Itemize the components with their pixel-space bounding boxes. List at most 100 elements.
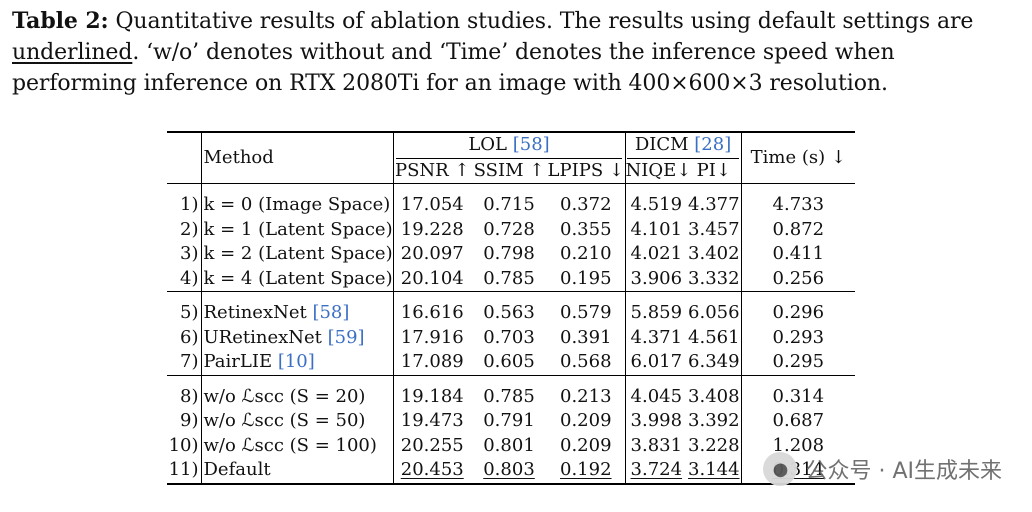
- header-ssim: SSIM ↑: [473, 159, 545, 181]
- cell-time: 0.256: [741, 267, 855, 292]
- value-niqe: 3.831: [630, 434, 683, 456]
- value-time: 0.296: [772, 302, 825, 323]
- value-ssim: 0.803: [483, 459, 535, 480]
- value-ssim: 0.715: [483, 194, 535, 215]
- row-method: Default: [201, 458, 394, 484]
- value-ssim: 0.801: [483, 434, 535, 456]
- cell-ssim: 0.803: [471, 458, 547, 484]
- value-ssim: 0.785: [483, 267, 535, 289]
- value-niqe: 3.998: [630, 410, 683, 431]
- cell-pi: 3.332: [687, 266, 742, 292]
- value-psnr: 16.616: [400, 302, 464, 323]
- cell-psnr: 17.916: [393, 326, 471, 351]
- cell-ssim: 0.728: [471, 218, 547, 243]
- cell-ssim: 0.605: [471, 350, 547, 375]
- cell-lpips: 0.213: [547, 384, 626, 409]
- value-niqe: 4.519: [630, 194, 683, 215]
- row-index: 9): [167, 409, 202, 434]
- cell-lpips: 0.355: [547, 217, 626, 242]
- caption-underlined-word: underlined: [12, 40, 133, 65]
- table-row: 9) w/o ℒscc (S = 50) 19.473 0.791 0.209 3.998…: [167, 409, 855, 434]
- cell-niqe: 5.859: [625, 301, 687, 326]
- value-psnr: 20.255: [400, 434, 464, 456]
- cell-lpips: 0.391: [547, 325, 626, 350]
- watermark: ● 公众号 · AI生成未来: [763, 452, 1002, 486]
- row-index: 11): [167, 458, 202, 484]
- method-label: k = 4 (Latent Space): [203, 267, 393, 289]
- group-separator: [167, 291, 856, 301]
- method-label: k = 1 (Latent Space): [203, 218, 393, 240]
- header-pi: PI↓: [687, 158, 742, 184]
- row-index: 7): [167, 350, 202, 375]
- method-label: w/o ℒscc (S = 50): [203, 410, 366, 431]
- cell-pi: 3.402: [687, 242, 742, 267]
- cell-psnr: 19.184: [393, 385, 471, 410]
- value-time: 0.314: [772, 385, 825, 407]
- cell-niqe: 3.724: [625, 458, 687, 484]
- value-pi: 6.056: [688, 302, 740, 323]
- cell-time: 1.208: [741, 434, 855, 459]
- table-row: 1) k = 0 (Image Space) 17.054 0.715 0.372 4.5…: [167, 193, 855, 218]
- value-pi: 3.457: [688, 218, 740, 240]
- cell-lpips: 0.372: [547, 193, 626, 218]
- value-time: 0.411: [772, 243, 825, 264]
- method-label: k = 0 (Image Space): [203, 194, 391, 215]
- table-row: 2) k = 1 (Latent Space) 19.228 0.728 0.355 4.…: [167, 217, 855, 243]
- cell-time: 0.687: [741, 409, 855, 434]
- value-time: 0.293: [772, 326, 825, 348]
- value-lpips: 0.192: [560, 459, 612, 480]
- value-psnr: 19.184: [400, 385, 464, 407]
- cell-lpips: 0.210: [547, 242, 626, 267]
- header-dicm: DICM [28]: [625, 132, 742, 159]
- row-method: w/o ℒscc (S = 100): [201, 433, 394, 458]
- cell-time: 4.733: [741, 193, 855, 218]
- row-index: 3): [167, 242, 202, 267]
- cell-time: 0.293: [741, 326, 855, 351]
- cell-ssim: 0.801: [471, 434, 547, 459]
- cell-lpips: 0.568: [547, 350, 626, 375]
- header-lol-cite: [58]: [512, 134, 550, 155]
- row-method: w/o ℒscc (S = 50): [201, 409, 394, 434]
- cell-niqe: 4.371: [625, 326, 687, 351]
- header-index-cell: [167, 132, 202, 184]
- cell-time: 0.295: [741, 350, 855, 375]
- cell-psnr: 17.054: [393, 193, 471, 218]
- cell-psnr: 19.473: [393, 409, 471, 434]
- cell-pi: 6.056: [687, 301, 742, 326]
- row-index: 6): [167, 325, 202, 350]
- row-index: 4): [167, 266, 202, 292]
- cell-psnr: 17.089: [393, 350, 471, 375]
- value-time: 0.687: [772, 410, 825, 431]
- value-lpips: 0.372: [560, 194, 612, 215]
- cell-lpips: 0.192: [547, 458, 626, 484]
- cell-niqe: 4.045: [625, 385, 687, 410]
- value-ssim: 0.798: [483, 243, 535, 264]
- value-lpips: 0.209: [560, 410, 612, 431]
- value-lpips: 0.579: [560, 302, 612, 323]
- cell-psnr: 20.255: [393, 434, 471, 459]
- value-pi: 3.408: [688, 385, 740, 407]
- header-psnr: PSNR ↑: [394, 159, 470, 181]
- value-ssim: 0.728: [483, 218, 535, 240]
- value-pi: 3.392: [688, 410, 740, 431]
- cell-lpips: 0.579: [547, 301, 626, 326]
- value-lpips: 0.568: [560, 351, 612, 372]
- row-method: w/o ℒscc (S = 20): [201, 384, 394, 409]
- value-niqe: 4.021: [630, 243, 683, 264]
- cell-psnr: 20.104: [393, 267, 471, 292]
- value-pi: 6.349: [688, 351, 740, 372]
- ablation-table: Method LOL [58] DICM [28] Time (s) ↓ PSN…: [167, 131, 856, 485]
- value-lpips: 0.210: [560, 243, 612, 264]
- row-method: k = 4 (Latent Space): [201, 266, 394, 292]
- cell-lpips: 0.209: [547, 409, 626, 434]
- row-method: PairLIE [10]: [201, 350, 394, 375]
- value-time: 0.256: [772, 267, 825, 289]
- value-pi: 3.332: [688, 267, 740, 289]
- value-pi: 3.144: [688, 459, 740, 480]
- cell-niqe: 4.519: [625, 193, 687, 218]
- method-label: w/o ℒscc (S = 100): [203, 434, 377, 456]
- value-pi: 4.377: [688, 194, 740, 215]
- value-niqe: 3.724: [630, 459, 683, 480]
- cell-time: 0.411: [741, 242, 855, 267]
- cell-niqe: 3.906: [625, 267, 687, 292]
